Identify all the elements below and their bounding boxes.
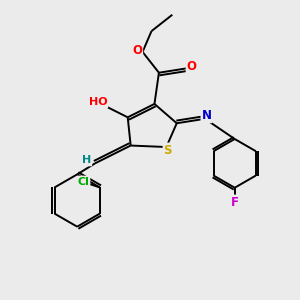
Text: Cl: Cl <box>77 176 89 187</box>
Text: H: H <box>82 155 91 165</box>
Text: S: S <box>164 143 172 157</box>
Text: F: F <box>231 196 239 208</box>
Text: O: O <box>132 44 142 57</box>
Text: O: O <box>187 60 196 73</box>
Text: HO: HO <box>89 98 107 107</box>
Text: N: N <box>202 109 212 122</box>
